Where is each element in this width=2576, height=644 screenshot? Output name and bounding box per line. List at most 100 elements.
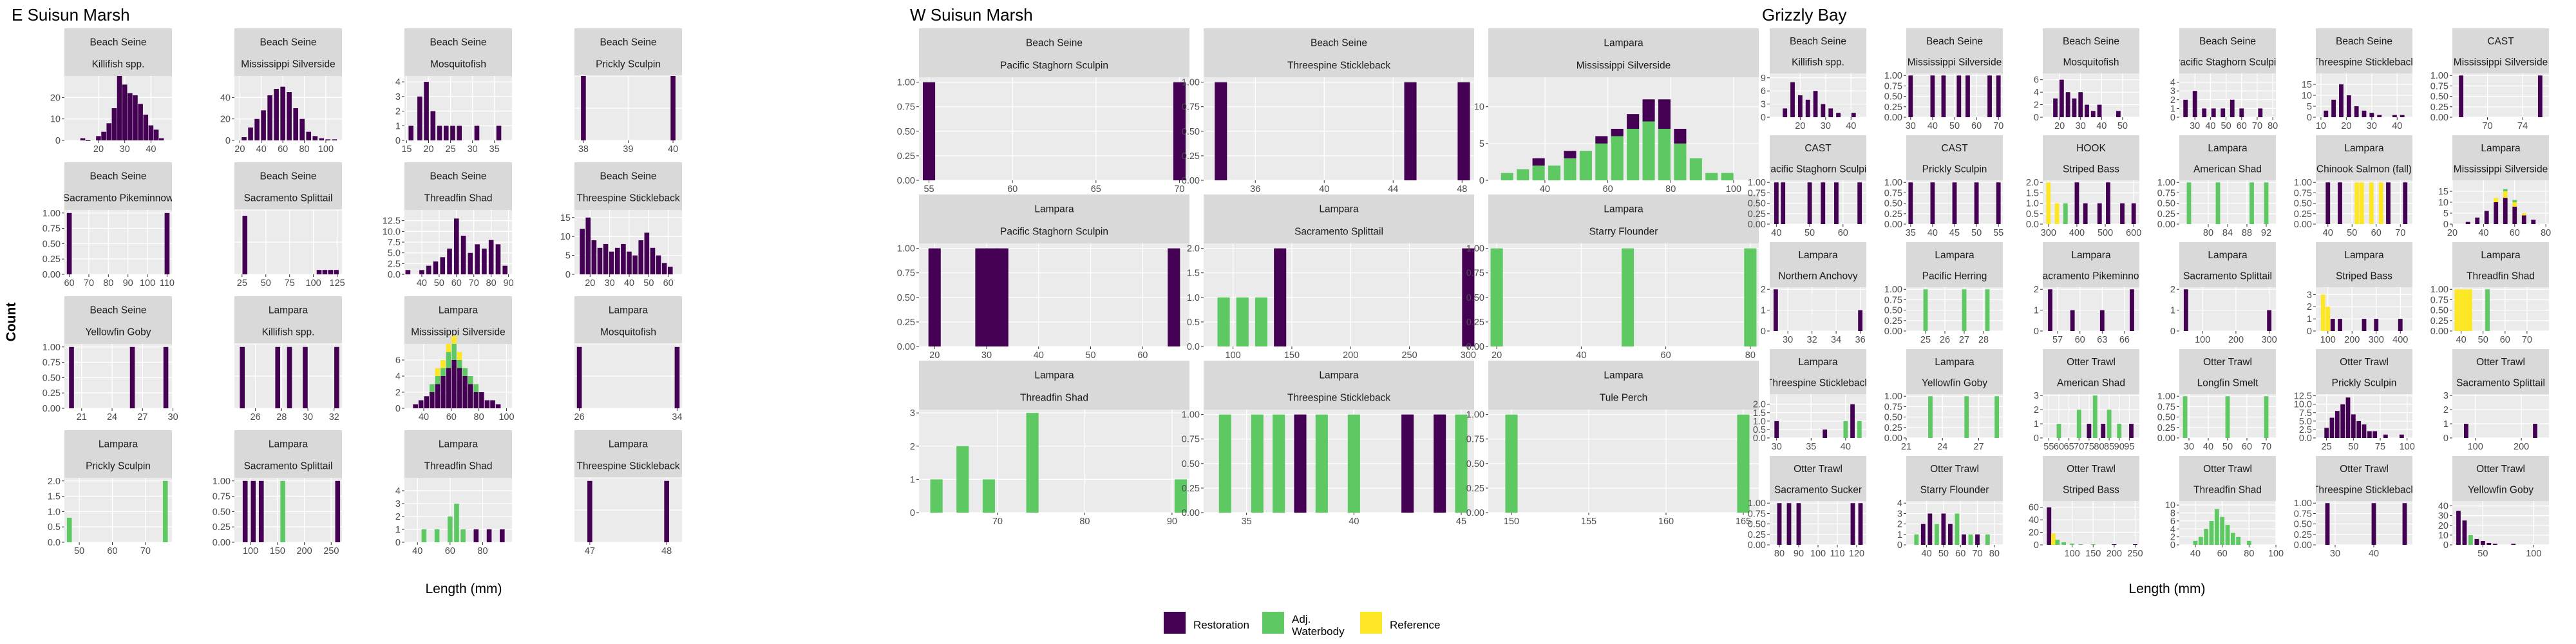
x-tick-label: 20 — [2054, 121, 2065, 131]
y-tick-label: 3 — [395, 92, 401, 102]
y-tick-label: 0.00 — [43, 270, 61, 280]
histogram-bar — [2087, 424, 2092, 438]
strip-species-label: American Shad — [2057, 377, 2125, 388]
facet-strip — [2179, 135, 2276, 180]
strip-gear-label: Lampara — [2344, 250, 2384, 261]
y-tick-label: 20 — [220, 115, 231, 125]
facet-strip — [2452, 242, 2549, 287]
panel-grizzly-bay-otter-trawl-american-shad: Otter Trawl American Shad 55 60 65 70 75 80 85 90… — [2034, 349, 2139, 452]
x-tick-label: 80 — [1989, 549, 2000, 559]
x-tick-label: 70 — [140, 546, 151, 556]
strip-gear-label: Beach Seine — [430, 37, 487, 48]
strip-gear-label: Beach Seine — [90, 37, 147, 48]
y-tick-label: 10 — [2438, 198, 2448, 208]
panel-grizzly-bay-otter-trawl-sacramento-splittail: Otter Trawl Sacramento Splittail 100 200 0 1 2… — [2443, 349, 2549, 452]
facet-strip — [2043, 349, 2139, 394]
histogram-bar — [1532, 166, 1545, 180]
x-tick-label: 45 — [1456, 516, 1466, 527]
histogram-bar — [2070, 544, 2075, 545]
histogram-bar — [1834, 182, 1839, 224]
histogram-bar — [2521, 215, 2526, 224]
histogram-bar — [437, 126, 442, 140]
strip-gear-label: Otter Trawl — [2476, 464, 2525, 475]
strip-species-label: Starry Flounder — [1920, 484, 1989, 495]
histogram-bar — [2209, 520, 2214, 545]
x-tick-label: 55 — [923, 184, 934, 194]
y-tick-label: 2 — [395, 512, 401, 522]
y-tick-label: 0 — [2307, 327, 2312, 337]
y-tick-label: 9 — [1761, 73, 1766, 84]
y-tick-label: 0.0 — [388, 270, 401, 280]
y-tick-label: 0.50 — [2294, 520, 2312, 530]
y-tick-label: 0.5 — [2026, 209, 2039, 220]
strip-gear-label: Beach Seine — [2063, 36, 2119, 47]
histogram-bar — [1744, 248, 1757, 346]
x-tick-label: 70 — [1174, 184, 1184, 194]
strip-gear-label: Beach Seine — [1311, 37, 1367, 48]
strip-species-label: Threadfin Shad — [424, 461, 493, 472]
x-tick-label: 160 — [1658, 516, 1674, 527]
histogram-bar — [2320, 294, 2325, 331]
panel-grizzly-bay-cast-prickly-sculpin: CAST Prickly Sculpin 35 40 45 50 55 0.000.250.5… — [1884, 135, 2003, 238]
x-tick-label: 24 — [1937, 442, 1947, 452]
histogram-bar — [2198, 536, 2203, 545]
histogram-bar — [440, 376, 446, 408]
histogram-bar — [1347, 414, 1360, 513]
histogram-bar — [1315, 414, 1328, 513]
x-tick-label: 40 — [624, 278, 634, 289]
facet-strip — [64, 296, 172, 344]
plot-area — [64, 344, 172, 408]
histogram-bar — [2331, 99, 2336, 117]
y-tick-label: 0 — [395, 136, 401, 146]
y-tick-label: 0.00 — [2294, 540, 2312, 551]
strip-species-label: Yellowfin Goby — [1922, 377, 1987, 388]
strip-gear-label: Otter Trawl — [2203, 464, 2252, 475]
histogram-bar — [447, 249, 452, 274]
facet-strip — [1488, 361, 1759, 410]
x-tick-label: 40 — [2392, 121, 2402, 131]
histogram-bar — [80, 138, 86, 140]
x-tick-label: 50 — [1804, 228, 1815, 238]
x-tick-label: 40 — [1771, 228, 1781, 238]
histogram-bar — [674, 346, 680, 408]
histogram-bar — [2246, 540, 2251, 545]
y-tick-label: 0.00 — [1182, 176, 1200, 186]
x-tick-label: 60 — [107, 546, 117, 556]
x-tick-label: 100 — [140, 278, 155, 289]
y-tick-label: 0.75 — [1884, 188, 1902, 198]
histogram-bar — [2494, 198, 2499, 202]
histogram-bar — [242, 480, 248, 542]
x-tick-label: 55 — [1993, 228, 2003, 238]
histogram-bar — [1564, 151, 1577, 158]
histogram-bar — [1215, 82, 1227, 180]
histogram-bar — [1828, 108, 1833, 117]
facet-strip — [404, 28, 512, 76]
y-tick-label: 1 — [2307, 314, 2312, 325]
plot-area — [2043, 287, 2139, 331]
legend-swatch-adj-waterbody — [1262, 612, 1284, 634]
y-tick-label: 0.50 — [1884, 92, 1902, 102]
panel-w-suisun-marsh-lampara-starry-flounder: Lampara Starry Flounder 20 40 60 80 0.00 0.25 0.… — [1466, 194, 1759, 361]
y-tick-label: 0.25 — [2294, 530, 2312, 540]
plot-area — [1488, 410, 1759, 513]
y-tick-label: 1 — [2170, 104, 2175, 114]
y-tick-label: 12.5 — [2294, 392, 2312, 402]
x-tick-label: 200 — [2107, 549, 2122, 559]
histogram-bar — [1923, 289, 1928, 331]
strip-gear-label: Beach Seine — [430, 171, 487, 182]
histogram-bar — [597, 247, 603, 274]
histogram-bar — [2462, 520, 2467, 545]
x-tick-label: 30 — [468, 144, 478, 155]
y-tick-label: 1.00 — [1884, 71, 1902, 81]
x-tick-label: 150 — [270, 546, 285, 556]
histogram-bar — [1930, 75, 1935, 117]
histogram-bar — [1579, 151, 1592, 180]
facet-strip — [2316, 349, 2412, 394]
histogram-bar — [2099, 310, 2105, 331]
x-tick-label: 40 — [1540, 184, 1550, 194]
x-tick-label: 60 — [1971, 121, 1982, 131]
histogram-bar — [287, 346, 292, 408]
x-tick-label: 40 — [146, 144, 156, 155]
y-tick-label: 0 — [2443, 433, 2448, 444]
histogram-bar — [2112, 544, 2117, 545]
